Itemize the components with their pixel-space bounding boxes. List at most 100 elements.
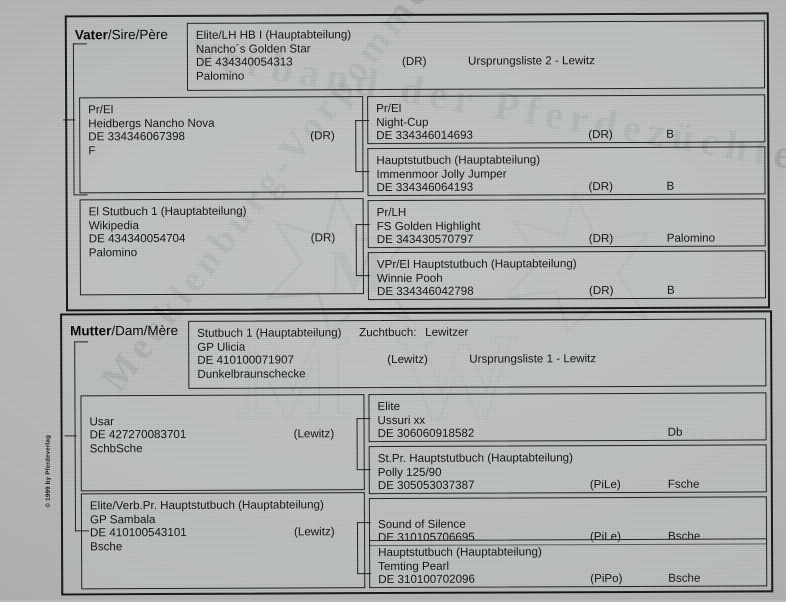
dam-head-reg: DE 410100071907	[197, 353, 294, 368]
dam-gen3-box-2[interactable]: St.Pr. Hauptstutbuch (Hauptabteilung) Po…	[368, 444, 767, 495]
dam-head-class: Stutbuch 1 (Hauptabteilung)	[197, 326, 342, 340]
sire-gen2-2-class-line: El Stutbuch 1 (Hauptabteilung)	[89, 204, 363, 219]
dam-gen3-4-reg: DE 310100702096	[378, 572, 475, 587]
sire-gen2-box-1[interactable]: Pr/El Heidbergs Nancho Nova DE 334346067…	[79, 96, 364, 194]
dam-head-color-line: Dunkelbraunschecke	[197, 365, 765, 381]
sire-head-name: Nancho´s Golden Star	[195, 41, 311, 56]
sire-head-box[interactable]: Elite/LH HB I (Hauptabteilung) Nancho´s …	[186, 20, 766, 91]
sire-gen3-1-name: Night-Cup	[376, 115, 429, 129]
dam-gen3-2-country: (PiLe)	[589, 478, 621, 492]
dam-gen2-2-reg-line: DE 410100543101 (Lewitz)	[90, 525, 364, 540]
sire-gen3-2-name: Immenmoor Jolly Jumper	[376, 167, 507, 181]
dam-gen2-box-1[interactable]: Usar DE 427270083701 (Lewitz) SchbSche	[80, 394, 365, 492]
sire-gen3-4-color: B	[666, 283, 675, 297]
sire-gen3-2-class: Hauptstutbuch (Hauptabteilung)	[376, 153, 541, 168]
sire-gen2-2-reg-line: DE 434340054704 (DR)	[89, 231, 363, 246]
sire-head-origin-list: Ursprungsliste 2 - Lewitz	[467, 54, 595, 68]
dam-gen3-1-reg: DE 306060918582	[377, 426, 475, 441]
dam-title-rest: /Dam/Mère	[111, 322, 179, 339]
sire-gen3-1-class: Pr/El	[376, 101, 402, 116]
sire-gen2-1-class: Pr/El	[88, 103, 114, 117]
sire-gen2-2-class: El Stutbuch 1 (Hauptabteilung)	[88, 204, 247, 219]
dam-gen2-box-2[interactable]: Elite/Verb.Pr. Hauptstutbuch (Hauptabtei…	[80, 492, 366, 590]
dam-gen3-4-name: Temting Pearl	[378, 559, 450, 573]
dam-gen3-4-class: Hauptstutbuch (Hauptabteilung)	[378, 545, 542, 560]
sire-gen3-3-reg: DE 343430570797	[376, 232, 474, 247]
dam-gen3-box-4[interactable]: Hauptstutbuch (Hauptabteilung) Temting P…	[369, 538, 768, 589]
sire-gen3-4-class: VPr/El Hauptstutbuch (Hauptabteilung)	[376, 257, 577, 272]
dam-gen2-1-country: (Lewitz)	[293, 427, 335, 441]
dam-gen3-box-1[interactable]: Elite Ussuri xx DE 306060918582 Db	[368, 392, 767, 443]
dam-gen2-1-name-line: Usar	[89, 414, 363, 429]
sire-gen2-2-country: (DR)	[310, 231, 336, 245]
sire-gen2-2-reg: DE 434340054704	[88, 232, 186, 246]
dam-head-box[interactable]: Stutbuch 1 (Hauptabteilung) Zuchtbuch: L…	[188, 318, 767, 389]
dam-gen3-4-color: Bsche	[668, 571, 701, 585]
sire-gen3-4-reg-line: DE 334346042798 (DR) B	[377, 284, 765, 299]
sire-gen3-box-3[interactable]: Pr/LH FS Golden Highlight DE 34343057079…	[367, 198, 766, 249]
sire-gen3-3-reg-line: DE 343430570797 (DR) Palomino	[377, 232, 765, 247]
dam-gen2-2-country: (Lewitz)	[293, 525, 335, 539]
sire-gen2-1-extra: F	[88, 144, 96, 158]
sire-gen2-2-extra-line: Palomino	[89, 245, 363, 260]
dam-gen2-1-extra: SchbSche	[89, 441, 143, 456]
dam-head-studbook-value: Lewitzer	[425, 325, 469, 339]
sire-head-reg: DE 434340054313	[195, 55, 293, 70]
dam-gen3-2-color: Fsche	[667, 477, 700, 491]
sire-gen3-3-name: FS Golden Highlight	[376, 219, 481, 233]
sire-title-bold: Vater	[74, 27, 108, 43]
dam-head-origin-list: Ursprungsliste 1 - Lewitz	[469, 352, 597, 366]
sire-gen3-4-country: (DR)	[588, 284, 614, 298]
sire-gen2-1-name: Heidbergs Nancho Nova	[88, 116, 215, 130]
dam-gen2-1-name: Usar	[89, 414, 115, 428]
dam-gen3-2-class: St.Pr. Hauptstutbuch (Hauptabteilung)	[377, 451, 573, 466]
dam-gen2-2-extra: Bsche	[90, 539, 123, 554]
dam-gen2-2-name-line: GP Sambala	[90, 512, 364, 527]
dam-gen2-2-extra-line: Bsche	[90, 539, 364, 554]
sire-gen3-2-color: B	[666, 179, 675, 193]
sire-gen2-2-extra: Palomino	[88, 245, 138, 260]
sire-gen2-2-name-line: Wikipedia	[89, 218, 363, 233]
dam-gen3-2-reg-line: DE 305053037387 (PiLe) Fsche	[378, 478, 766, 493]
sire-gen3-2-reg: DE 334346064193	[376, 180, 474, 195]
sire-gen3-box-2[interactable]: Hauptstutbuch (Hauptabteilung) Immenmoor…	[367, 146, 766, 197]
sire-gen3-2-reg-line: DE 334346064193 (DR) B	[376, 180, 764, 195]
sire-title-rest: /Sire/Père	[107, 26, 168, 43]
dam-gen3-2-name: Polly 125/90	[377, 465, 442, 479]
dam-gen2-2-class: Elite/Verb.Pr. Hauptstutbuch (Hauptabtei…	[89, 498, 324, 513]
dam-head-studbook-label: Zuchtbuch:	[359, 325, 417, 340]
sire-gen3-3-class: Pr/LH	[376, 205, 407, 220]
dam-gen3-4-country: (PiPo)	[590, 572, 623, 586]
sire-gen2-1-reg: DE 334346067398	[88, 130, 186, 144]
dam-gen2-2-class-line: Elite/Verb.Pr. Hauptstutbuch (Hauptabtei…	[90, 498, 364, 513]
sire-gen3-4-reg: DE 334346042798	[376, 284, 474, 299]
sire-gen3-2-country: (DR)	[588, 180, 614, 194]
dam-gen3-1-color: Db	[667, 425, 683, 439]
sire-gen2-1-extra-line: F	[88, 143, 362, 158]
dam-gen3-4-reg-line: DE 310100702096 (PiPo) Bsche	[378, 572, 766, 587]
sire-gen3-1-reg: DE 334346014693	[376, 128, 474, 143]
sire-gen3-1-reg-line: DE 334346014693 (DR) B	[376, 128, 764, 143]
copyright-notice: © 1999 by Pferdeverlag	[44, 434, 52, 508]
dam-head-name: GP Ulicia	[197, 340, 246, 354]
dam-gen2-2-name: GP Sambala	[89, 512, 156, 526]
sire-gen2-1-class-line: Pr/El	[88, 102, 362, 117]
dam-gen2-2-reg: DE 410100543101	[89, 526, 187, 540]
dam-head-country: (Lewitz)	[387, 353, 428, 367]
dam-gen3-1-name: Ussuri xx	[377, 413, 426, 427]
sire-section-title: Vater/Sire/Père	[75, 27, 168, 42]
dam-gen2-1-reg-line: DE 427270083701 (Lewitz)	[90, 427, 364, 442]
sire-gen2-1-country: (DR)	[310, 129, 335, 143]
sire-gen3-box-1[interactable]: Pr/El Night-Cup DE 334346014693 (DR) B	[367, 94, 766, 145]
sire-head-country: (DR)	[401, 55, 427, 69]
dam-gen2-1-class-line	[89, 400, 363, 415]
dam-gen3-1-class: Elite	[377, 399, 401, 414]
sire-gen3-1-color: B	[666, 127, 675, 141]
sire-head-color-line: Palomino	[196, 67, 764, 83]
sire-gen3-box-4[interactable]: VPr/El Hauptstutbuch (Hauptabteilung) Wi…	[367, 250, 766, 301]
sire-gen2-2-name: Wikipedia	[88, 218, 139, 232]
sire-gen2-box-2[interactable]: El Stutbuch 1 (Hauptabteilung) Wikipedia…	[79, 198, 364, 296]
dam-gen2-1-extra-line: SchbSche	[90, 441, 364, 456]
sire-head-class: Elite/LH HB I (Hauptabteilung)	[195, 28, 352, 42]
